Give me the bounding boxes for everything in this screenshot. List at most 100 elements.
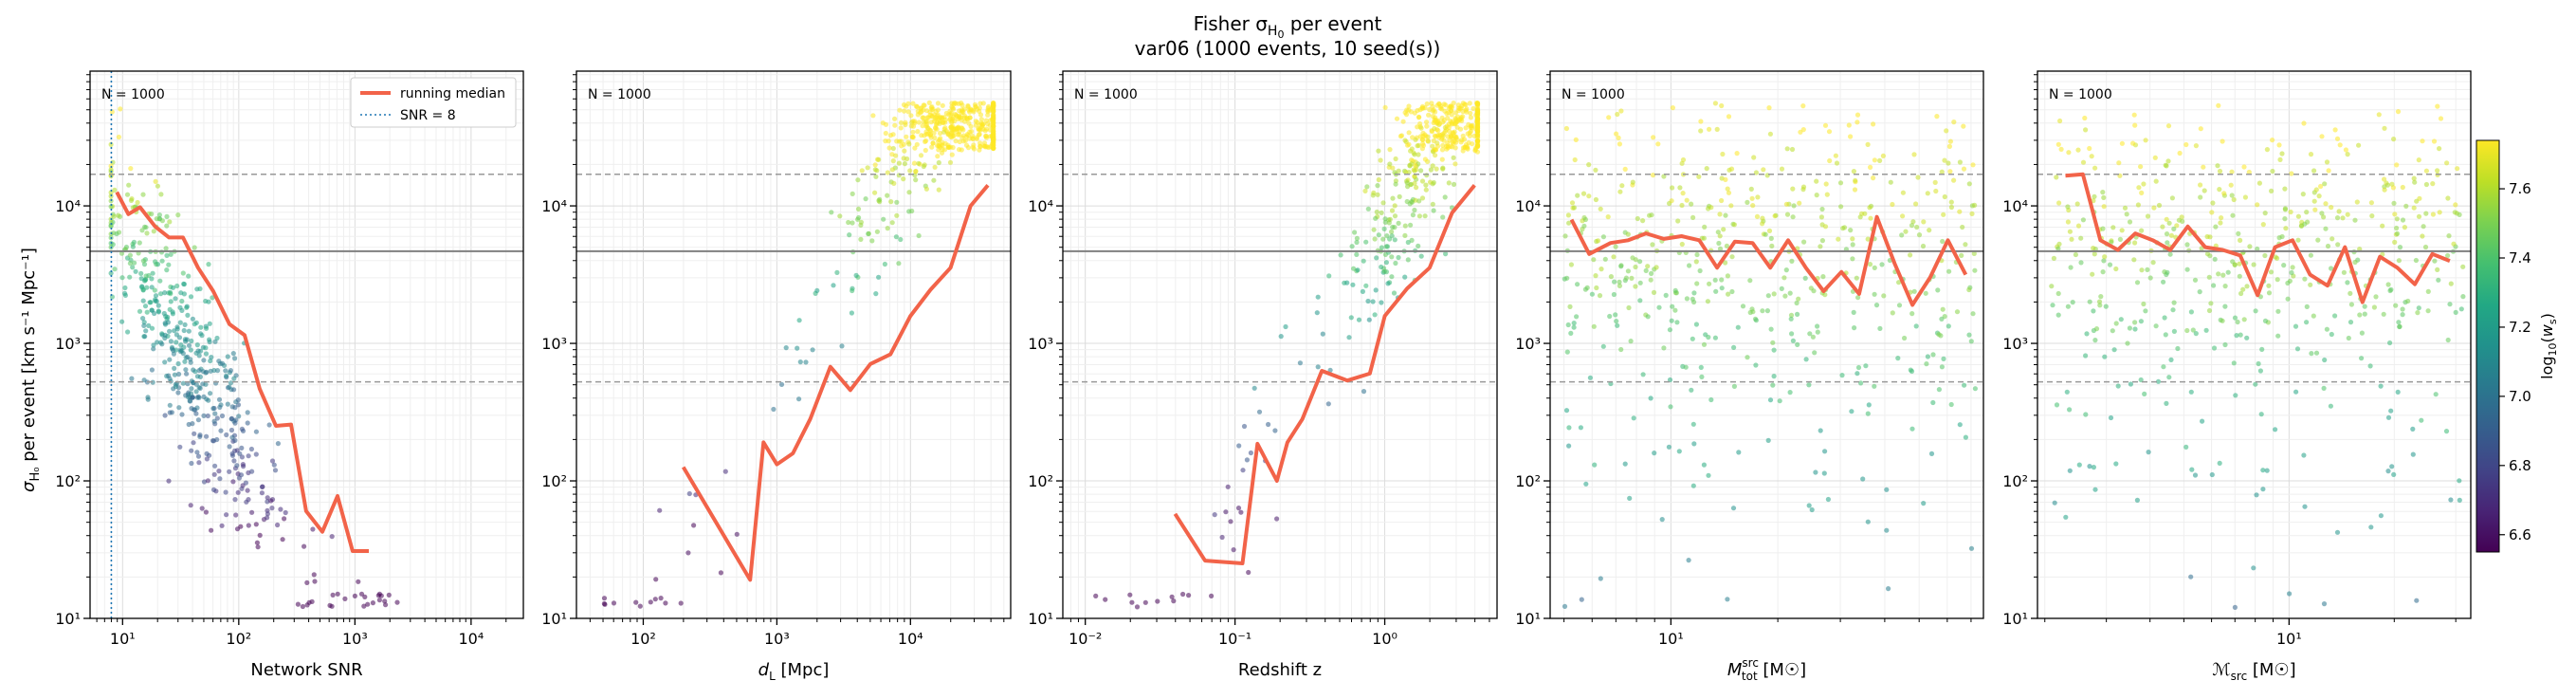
scatter-point xyxy=(1569,200,1576,206)
scatter-point xyxy=(1142,599,1148,605)
scatter-point xyxy=(1787,390,1793,395)
scatter-point xyxy=(1355,267,1361,273)
scatter-point xyxy=(1684,296,1690,302)
scatter-point xyxy=(1837,180,1844,186)
scatter-point xyxy=(932,135,938,140)
scatter-point xyxy=(2092,487,2098,492)
scatter-point xyxy=(1396,220,1401,226)
scatter-point xyxy=(1241,423,1248,430)
scatter-point xyxy=(1422,213,1428,219)
scatter-point xyxy=(2247,244,2253,249)
scatter-point xyxy=(269,458,276,464)
scatter-point xyxy=(138,270,144,276)
scatter-point xyxy=(304,602,310,608)
scatter-point xyxy=(1251,385,1257,391)
scatter-point xyxy=(950,114,957,120)
scatter-point xyxy=(2277,156,2283,162)
scatter-point xyxy=(203,381,209,387)
scatter-point xyxy=(2255,202,2260,208)
scatter-point xyxy=(2229,169,2235,175)
scatter-point xyxy=(2132,240,2138,246)
scatter-point xyxy=(1410,135,1416,140)
scatter-point xyxy=(109,294,115,300)
scatter-point xyxy=(130,244,136,249)
scatter-point xyxy=(935,107,941,113)
scatter-point xyxy=(2082,115,2088,121)
scatter-point xyxy=(2237,273,2242,279)
scatter-point xyxy=(1640,372,1646,377)
scatter-point xyxy=(2321,385,2327,391)
scatter-point xyxy=(1719,277,1725,283)
scatter-point xyxy=(1726,291,1731,297)
scatter-point xyxy=(116,212,121,218)
legend-median-label: running median xyxy=(400,86,505,101)
scatter-point xyxy=(180,380,186,386)
scatter-point xyxy=(167,357,173,362)
scatter-point xyxy=(1667,377,1673,383)
scatter-point xyxy=(718,570,724,576)
scatter-point xyxy=(1378,157,1383,163)
scatter-point xyxy=(168,339,174,344)
scatter-point xyxy=(853,272,859,278)
scatter-point xyxy=(253,429,259,434)
scatter-point xyxy=(959,135,965,140)
scatter-point xyxy=(1379,264,1384,270)
scatter-point xyxy=(2435,168,2440,174)
scatter-point xyxy=(2389,181,2395,187)
scatter-point xyxy=(652,597,658,602)
scatter-point xyxy=(2201,188,2207,193)
scatter-point xyxy=(1670,304,1675,309)
scatter-point xyxy=(1783,267,1789,273)
scatter-point xyxy=(976,132,982,138)
scatter-point xyxy=(2203,327,2209,333)
scatter-point xyxy=(921,115,926,120)
scatter-point xyxy=(959,118,964,123)
scatter-point xyxy=(1925,354,1930,359)
scatter-point xyxy=(1811,288,1817,294)
scatter-point xyxy=(795,345,800,351)
scatter-point xyxy=(1854,371,1860,377)
scatter-point xyxy=(908,113,914,119)
scatter-point xyxy=(1391,290,1398,296)
scatter-point xyxy=(2232,315,2238,321)
scatter-point xyxy=(1707,126,1712,132)
scatter-point xyxy=(859,168,865,174)
scatter-point xyxy=(942,125,948,131)
legend-snr-label: SNR = 8 xyxy=(400,108,456,123)
scatter-point xyxy=(2325,243,2331,249)
scatter-point xyxy=(1890,201,1895,208)
scatter-point xyxy=(2083,127,2089,133)
scatter-point xyxy=(611,600,617,606)
scatter-point xyxy=(362,594,368,600)
scatter-point xyxy=(2184,327,2190,334)
scatter-point xyxy=(2231,360,2237,366)
scatter-point xyxy=(1134,604,1141,610)
scatter-point xyxy=(931,177,937,183)
scatter-point xyxy=(1968,339,1974,344)
scatter-point xyxy=(1373,287,1379,293)
scatter-point xyxy=(1416,198,1422,204)
scatter-point xyxy=(2089,154,2094,159)
scatter-point xyxy=(2423,168,2429,174)
scatter-point xyxy=(973,119,978,124)
scatter-point xyxy=(2055,312,2061,318)
scatter-point xyxy=(783,345,789,351)
y-tick-label: 10² xyxy=(2002,472,2028,490)
scatter-point xyxy=(239,426,245,432)
scatter-point xyxy=(839,343,845,349)
scatter-point xyxy=(1437,120,1443,126)
scatter-point xyxy=(1244,457,1250,463)
scatter-point xyxy=(971,142,977,148)
scatter-point xyxy=(1402,232,1408,238)
scatter-point xyxy=(1471,105,1476,112)
scatter-point xyxy=(2142,391,2147,396)
scatter-point xyxy=(2244,335,2250,340)
scatter-point xyxy=(2174,223,2180,229)
scatter-point xyxy=(193,411,199,416)
scatter-point xyxy=(678,600,684,606)
scatter-point xyxy=(376,598,382,603)
scatter-point xyxy=(2211,283,2217,288)
scatter-point xyxy=(2092,193,2097,199)
scatter-point xyxy=(155,308,161,314)
scatter-point xyxy=(1666,444,1672,450)
